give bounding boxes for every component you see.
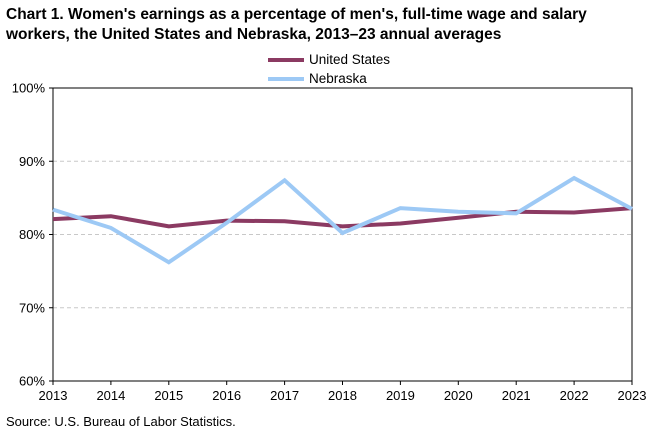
y-tick-label-60: 60% [19, 374, 45, 389]
legend-label-united-states: United States [309, 52, 391, 67]
source-note: Source: U.S. Bureau of Labor Statistics. [6, 414, 236, 429]
x-tick-label-2020: 2020 [444, 388, 473, 403]
series-line-united-states [52, 206, 633, 229]
x-tick-label-2015: 2015 [154, 388, 183, 403]
chart-title: Chart 1. Women's earnings as a percentag… [6, 6, 587, 43]
legend-item-nebraska: Nebraska [268, 69, 390, 88]
x-tick-label-2017: 2017 [270, 388, 299, 403]
legend: United States Nebraska [268, 50, 390, 88]
legend-swatch-united-states [268, 57, 304, 62]
x-tick-label-2013: 2013 [39, 388, 68, 403]
series-line-nebraska [52, 175, 633, 265]
x-tick-label-2023: 2023 [618, 388, 647, 403]
x-tick-label-2022: 2022 [560, 388, 589, 403]
y-tick-label-70: 70% [19, 300, 45, 315]
y-tick-label-80: 80% [19, 227, 45, 242]
x-tick-label-2018: 2018 [328, 388, 357, 403]
legend-swatch-nebraska [268, 76, 304, 81]
legend-item-united-states: United States [268, 50, 390, 69]
y-tick-label-100: 100% [12, 81, 46, 96]
x-tick-label-2016: 2016 [212, 388, 241, 403]
x-tick-label-2019: 2019 [386, 388, 415, 403]
legend-label-nebraska: Nebraska [309, 71, 367, 86]
y-tick-label-90: 90% [19, 154, 45, 169]
x-tick-label-2021: 2021 [502, 388, 531, 403]
x-tick-label-2014: 2014 [96, 388, 125, 403]
